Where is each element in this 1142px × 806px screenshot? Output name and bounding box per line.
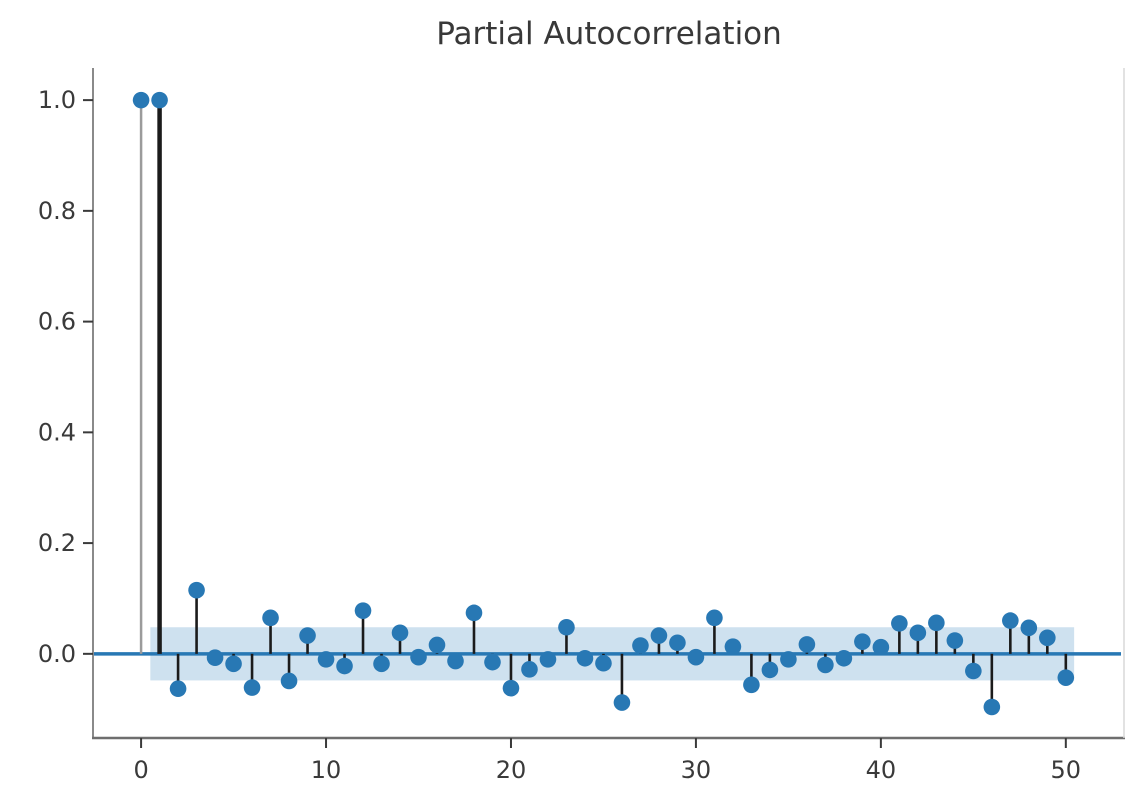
marker-dot [1002, 612, 1019, 629]
marker-dot [243, 679, 261, 696]
marker-dot [206, 649, 224, 667]
marker-dot [262, 609, 279, 627]
marker-dot [595, 654, 612, 672]
marker-dot [373, 655, 390, 673]
marker-dot [280, 672, 298, 690]
marker-dot [391, 624, 409, 642]
marker-dot [613, 694, 631, 711]
marker-dot [447, 652, 464, 670]
marker-dot [410, 648, 427, 666]
x-axis-tick-label: 10 [311, 756, 342, 784]
marker-dot [743, 676, 760, 694]
chart-title: Partial Autocorrelation [436, 16, 782, 52]
marker-dot [817, 656, 834, 674]
x-axis-tick-label: 40 [866, 756, 897, 784]
marker-dot [909, 624, 927, 642]
y-axis-tick-label: 0.4 [38, 418, 76, 446]
marker-dot [669, 634, 686, 652]
marker-dot [1039, 629, 1056, 647]
y-axis-tick-label: 0.0 [38, 640, 76, 668]
marker-dot [132, 91, 150, 109]
x-axis-tick-label: 20 [496, 756, 527, 784]
marker-dot [225, 655, 242, 673]
marker-dot [299, 627, 316, 644]
marker-dot [835, 649, 853, 667]
marker-dot [169, 680, 187, 698]
marker-dot [650, 627, 668, 644]
x-axis-tick-label: 0 [133, 756, 148, 784]
marker-dot [465, 604, 483, 622]
marker-dot [354, 602, 372, 619]
marker-dot [854, 633, 871, 650]
marker-dot [761, 661, 779, 679]
marker-dot [188, 581, 205, 599]
marker-dot [484, 653, 501, 671]
marker-dot [539, 651, 557, 668]
x-axis-tick-label: 30 [681, 756, 712, 784]
y-axis-tick-label: 0.2 [38, 529, 76, 557]
marker-dot [946, 632, 964, 649]
marker-dot [336, 657, 353, 675]
marker-dot [965, 662, 982, 680]
marker-dot [1020, 619, 1038, 637]
marker-dot [151, 91, 168, 109]
marker-dot [428, 636, 446, 654]
marker-dot [872, 638, 890, 656]
x-axis-tick-label: 50 [1051, 756, 1082, 784]
marker-dot [558, 618, 575, 636]
marker-dot [706, 609, 723, 627]
marker-dot [687, 648, 705, 666]
marker-dot [928, 614, 945, 632]
marker-dot [521, 661, 538, 678]
marker-dot [632, 637, 649, 654]
marker-dot [780, 651, 797, 668]
marker-dot [983, 698, 1001, 716]
y-axis-tick-label: 0.8 [38, 197, 76, 225]
marker-dot [502, 679, 520, 697]
marker-dot [1057, 669, 1075, 686]
marker-dot [317, 651, 335, 668]
marker-dot [798, 636, 816, 653]
marker-dot [724, 638, 742, 655]
marker-dot [576, 649, 594, 667]
plot-area: 0 10 20 30 40 50 0.0 0.2 0.4 0.6 0.8 1.0 [38, 68, 1125, 784]
y-axis-tick-label: 1.0 [38, 86, 76, 114]
marker-dot [891, 615, 908, 632]
y-axis-tick-label: 0.6 [38, 308, 76, 336]
